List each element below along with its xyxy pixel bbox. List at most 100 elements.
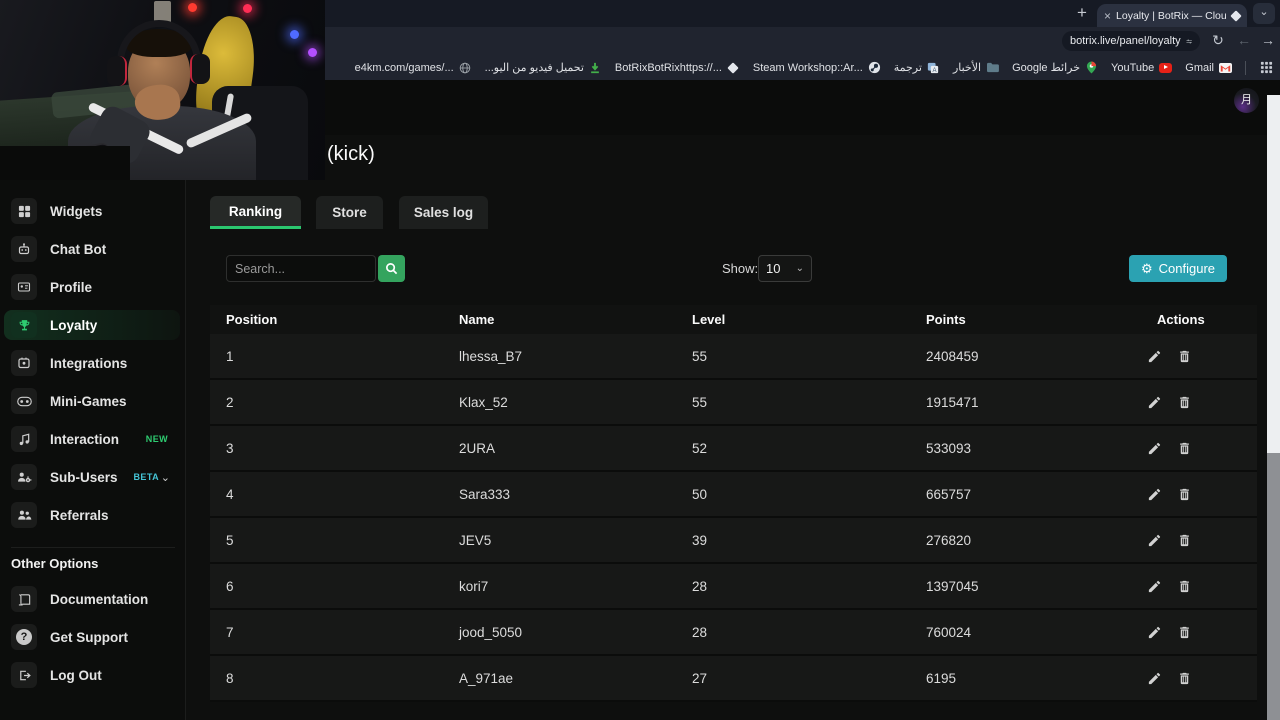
tab-list-chevron-button[interactable]: ⌄ xyxy=(1253,3,1275,24)
steam-icon xyxy=(868,61,881,74)
delete-trash-icon[interactable] xyxy=(1177,579,1192,594)
delete-trash-icon[interactable] xyxy=(1177,487,1192,502)
delete-trash-icon[interactable] xyxy=(1177,533,1192,548)
bookmark-video-download[interactable]: تحميل فيديو من اليو... xyxy=(485,61,602,74)
sidebar-item-loyalty[interactable]: Loyalty xyxy=(4,310,180,340)
edit-pencil-icon[interactable] xyxy=(1147,487,1162,502)
edit-pencil-icon[interactable] xyxy=(1147,349,1162,364)
edit-pencil-icon[interactable] xyxy=(1147,625,1162,640)
tab-sales-log[interactable]: Sales log xyxy=(399,196,488,229)
cell-position: 3 xyxy=(226,440,234,456)
sidebar-item-label: Get Support xyxy=(50,629,128,645)
logout-icon xyxy=(11,662,37,688)
cell-name: A_971ae xyxy=(459,670,514,686)
sidebar-item-integrations[interactable]: Integrations xyxy=(4,348,180,378)
bookmark-botrix[interactable]: BotRixBotRixhttps://... xyxy=(615,61,740,74)
browser-tab[interactable]: × Loyalty | BotRix — Cloud Strea xyxy=(1097,4,1247,27)
cell-position: 7 xyxy=(226,624,234,640)
sidebar-item-label: Widgets xyxy=(50,203,103,219)
table-row: 1 lhessa_B7 55 2408459 xyxy=(210,334,1257,380)
integrations-icon xyxy=(11,350,37,376)
cell-points: 276820 xyxy=(926,532,972,548)
url-text: botrix.live/panel/loyalty xyxy=(1070,35,1181,47)
cell-points: 1397045 xyxy=(926,578,979,594)
sidebar-item-get-support[interactable]: ? Get Support xyxy=(4,622,180,652)
search-input[interactable] xyxy=(226,255,376,282)
id-card-icon xyxy=(11,274,37,300)
beta-badge: BETA xyxy=(133,472,159,482)
delete-trash-icon[interactable] xyxy=(1177,349,1192,364)
show-select[interactable]: 10 ⌄ xyxy=(758,255,812,282)
col-actions: Actions xyxy=(1157,312,1205,327)
tune-icon[interactable] xyxy=(1186,36,1192,47)
bookmark-news-folder[interactable]: الأخبار xyxy=(953,61,999,74)
page-scrollbar[interactable] xyxy=(1267,95,1280,720)
tab-ranking[interactable]: Ranking xyxy=(210,196,301,229)
edit-pencil-icon[interactable] xyxy=(1147,395,1162,410)
sidebar-item-log-out[interactable]: Log Out xyxy=(4,660,180,690)
gamepad-icon xyxy=(11,388,37,414)
sidebar-item-label: Log Out xyxy=(50,667,102,683)
edit-pencil-icon[interactable] xyxy=(1147,441,1162,456)
sidebar-item-mini-games[interactable]: Mini-Games xyxy=(4,386,180,416)
cell-name: Sara333 xyxy=(459,486,511,502)
loyalty-table: Position Name Level Points Actions 1 lhe… xyxy=(210,305,1257,702)
gmail-icon xyxy=(1219,61,1232,74)
sidebar-item-referrals[interactable]: Referrals xyxy=(4,500,180,530)
apps-grid-icon[interactable] xyxy=(1259,60,1274,75)
forward-button[interactable]: → xyxy=(1261,32,1275,48)
sidebar-item-profile[interactable]: Profile xyxy=(4,272,180,302)
webcam-poster xyxy=(154,1,171,24)
bookmark-translate[interactable]: ترجمة A xyxy=(894,61,940,74)
bookmark-steam[interactable]: Steam Workshop::Ar... xyxy=(753,61,881,74)
show-label: Show: xyxy=(722,261,759,276)
sidebar: Widgets Chat Bot Profile Loyalty Integra… xyxy=(0,80,186,720)
scrollbar-thumb[interactable] xyxy=(1267,95,1280,453)
delete-trash-icon[interactable] xyxy=(1177,441,1192,456)
cell-level: 55 xyxy=(692,394,708,410)
bookmark-e4km[interactable]: e4km.com/games/... xyxy=(355,61,472,74)
sidebar-item-sub-users[interactable]: Sub-Users BETA ⌄ xyxy=(4,462,180,492)
avatar[interactable]: 月 xyxy=(1234,88,1259,113)
edit-pencil-icon[interactable] xyxy=(1147,533,1162,548)
sidebar-item-label: Referrals xyxy=(50,507,109,523)
edit-pencil-icon[interactable] xyxy=(1147,579,1162,594)
delete-trash-icon[interactable] xyxy=(1177,625,1192,640)
tab-store[interactable]: Store xyxy=(316,196,383,229)
bookmark-youtube[interactable]: YouTube xyxy=(1111,61,1173,74)
cell-name: JEV5 xyxy=(459,532,492,548)
cell-level: 28 xyxy=(692,624,708,640)
cell-position: 5 xyxy=(226,532,234,548)
sidebar-item-documentation[interactable]: Documentation xyxy=(4,584,180,614)
reload-button[interactable]: ↻ xyxy=(1212,32,1224,48)
delete-trash-icon[interactable] xyxy=(1177,671,1192,686)
sidebar-item-label: Profile xyxy=(50,279,93,295)
chevron-down-icon[interactable]: ⌄ xyxy=(160,471,170,484)
search-icon xyxy=(386,263,398,275)
url-bar[interactable]: botrix.live/panel/loyalty xyxy=(1062,31,1200,51)
show-value: 10 xyxy=(766,261,781,276)
col-position: Position xyxy=(226,312,278,327)
gears-icon: ⚙ xyxy=(1141,261,1153,276)
trophy-icon xyxy=(11,312,37,338)
configure-label: Configure xyxy=(1158,261,1216,276)
bookmark-gmail[interactable]: Gmail xyxy=(1185,61,1232,74)
referrals-icon xyxy=(11,502,37,528)
back-button[interactable]: ← xyxy=(1237,32,1251,48)
sidebar-item-chat-bot[interactable]: Chat Bot xyxy=(4,234,180,264)
search-button[interactable] xyxy=(378,255,405,282)
delete-trash-icon[interactable] xyxy=(1177,395,1192,410)
bookmark-google-maps[interactable]: خرائط Google xyxy=(1012,61,1098,74)
edit-pencil-icon[interactable] xyxy=(1147,671,1162,686)
new-tab-button[interactable]: + xyxy=(1077,3,1087,22)
sidebar-item-widgets[interactable]: Widgets xyxy=(4,196,180,226)
configure-button[interactable]: ⚙ Configure xyxy=(1129,255,1228,282)
music-note-icon xyxy=(11,426,37,452)
bookmark-label: الأخبار xyxy=(952,62,982,74)
tab-close-icon[interactable]: × xyxy=(1104,8,1112,23)
tab-title: Loyalty | BotRix — Cloud Strea xyxy=(1116,9,1227,22)
headphones-earcup xyxy=(107,56,127,86)
svg-text:A: A xyxy=(933,67,937,73)
sidebar-item-interaction[interactable]: Interaction NEW xyxy=(4,424,180,454)
cell-name: 2URA xyxy=(459,440,496,456)
